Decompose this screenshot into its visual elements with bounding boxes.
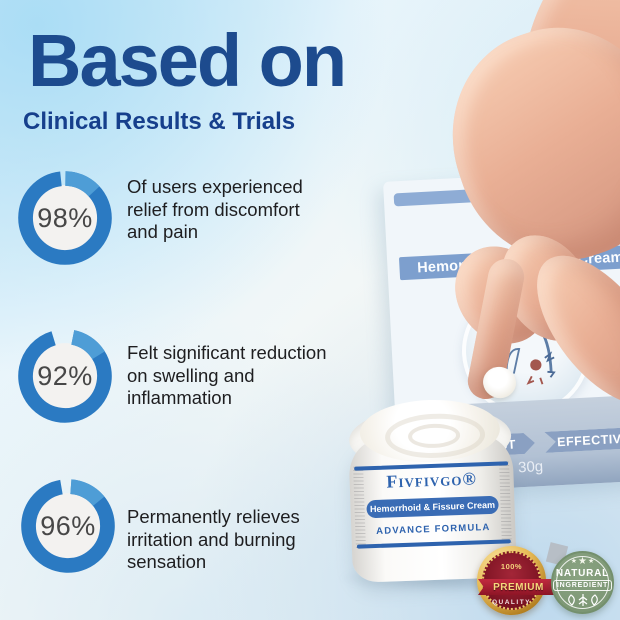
premium-badge-quality: QUALITY	[491, 599, 532, 606]
stat-value-3: 96%	[40, 510, 96, 541]
stat-description-1: Of users experienced relief from discomf…	[127, 176, 303, 242]
net-weight-label: 30g	[517, 458, 544, 477]
stat-description-3: Permanently relieves irritation and burn…	[127, 506, 300, 572]
star-icon: ★	[578, 556, 587, 567]
stat-ring-3: 96%	[16, 474, 120, 578]
premium-quality-badge: 100% PREMIUM QUALITY	[477, 546, 559, 615]
natural-badge-line1: NATURAL	[555, 568, 610, 579]
stat-ring-1: 98%	[13, 166, 117, 270]
stars-icon: ★ ★ ★	[570, 556, 595, 567]
page-title: Based on	[28, 19, 347, 102]
page-subtitle: Clinical Results & Trials	[23, 108, 296, 135]
stat-value-2: 92%	[37, 360, 93, 391]
premium-badge-ribbon: PREMIUM	[478, 579, 559, 595]
stat-description-2: Felt significant reduction on swelling a…	[127, 342, 327, 408]
star-icon: ★	[587, 558, 595, 565]
natural-badge-line2: INGREDIENT	[552, 580, 613, 591]
leaves-icon	[567, 594, 598, 606]
stat-ring-2: 92%	[13, 324, 117, 428]
premium-badge-center: 100% PREMIUM QUALITY	[478, 551, 559, 610]
jar-brand: Fivfivgo®	[386, 468, 478, 492]
stat-value-1: 98%	[37, 202, 93, 233]
chevron-effective-badge: EFFECTIVE	[544, 427, 620, 453]
natural-ingredient-badge: ★ ★ ★ NATURAL INGREDIENT	[551, 551, 614, 614]
premium-badge-100: 100%	[500, 562, 523, 571]
label-rule-bottom	[356, 539, 511, 549]
star-icon: ★	[570, 558, 578, 565]
jar-formula: ADVANCE FORMULA	[375, 521, 491, 537]
jar-product-name: Hemorrhoid & Fissure Cream	[366, 495, 499, 519]
